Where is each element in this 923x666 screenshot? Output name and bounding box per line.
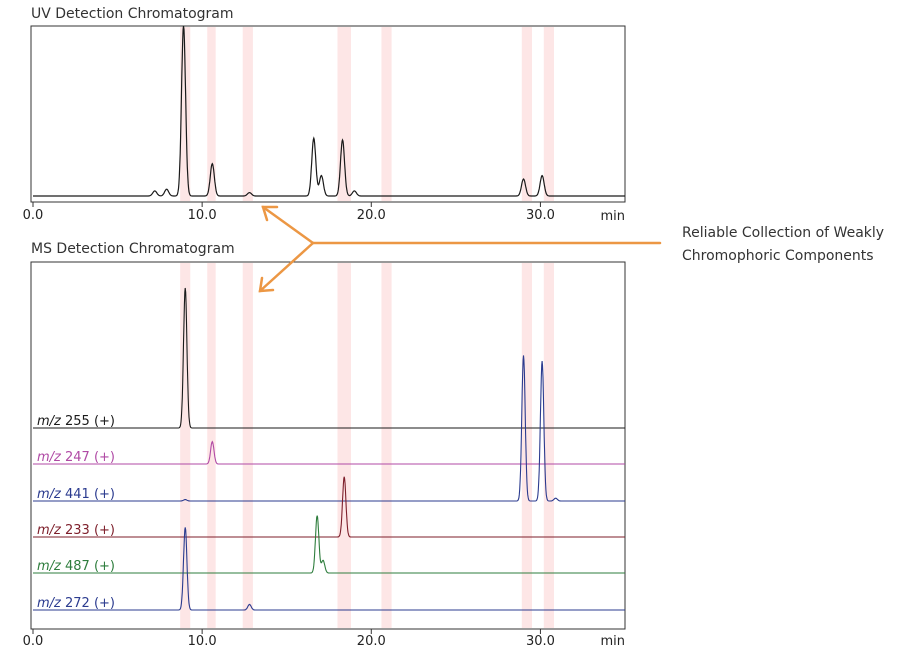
ms-traces: m/z 255 (+)m/z 247 (+)m/z 441 (+)m/z 233… [33, 287, 625, 611]
x-tick-label: 0.0 [23, 208, 44, 223]
x-tick-label: 10.0 [188, 208, 217, 223]
annotation-line-1: Reliable Collection of Weakly [682, 225, 884, 241]
ms-trace-label: m/z 487 (+) [37, 559, 115, 574]
collection-band [543, 263, 554, 628]
ms-trace-line [33, 355, 625, 502]
x-tick-label: 30.0 [526, 208, 555, 223]
collection-band [521, 27, 532, 201]
uv-x-axis: 0.0 10.0 20.0 30.0 [23, 202, 555, 223]
mz-symbol: m/z [37, 523, 62, 538]
collection-band [381, 263, 392, 628]
uv-chart-title: UV Detection Chromatogram [31, 6, 234, 22]
ms-trace-label: m/z 441 (+) [37, 487, 115, 502]
annotation-arrows [258, 205, 662, 293]
mz-symbol: m/z [37, 414, 62, 429]
collection-band [543, 27, 554, 201]
x-tick-label: 10.0 [188, 634, 217, 649]
ms-trace-label: m/z 255 (+) [37, 414, 115, 429]
ms-trace-label: m/z 247 (+) [37, 450, 115, 465]
uv-collection-bands [180, 27, 554, 201]
ms-trace-line [33, 515, 625, 574]
collection-band [180, 27, 191, 201]
arrow-head-ms [258, 276, 275, 293]
uv-trace-line [33, 25, 625, 197]
ms-trace-line [33, 476, 625, 538]
ms-chromatogram-panel: MS Detection Chromatogram m/z 255 (+)m/z… [23, 241, 626, 649]
collection-band [242, 27, 253, 201]
uv-plot-frame [30, 25, 626, 203]
ms-chart-title: MS Detection Chromatogram [31, 241, 235, 257]
uv-chromatogram-panel: UV Detection Chromatogram 0.0 10.0 20.0 30.… [23, 6, 626, 224]
mz-symbol: m/z [37, 487, 62, 502]
mz-value: 272 (+) [61, 596, 115, 611]
mz-value: 233 (+) [61, 523, 115, 538]
mz-value: 247 (+) [61, 450, 115, 465]
arrow-to-ms [258, 241, 315, 293]
mz-symbol: m/z [37, 596, 62, 611]
uv-x-unit-label: min [600, 209, 625, 224]
annotation-line-2: Chromophoric Components [682, 248, 874, 264]
ms-trace-line [33, 440, 625, 465]
ms-trace-line [33, 287, 625, 429]
ms-plot-frame [30, 261, 626, 630]
mz-value: 487 (+) [61, 559, 115, 574]
collection-band [337, 263, 351, 628]
collection-band [521, 263, 532, 628]
collection-band [207, 27, 216, 201]
x-tick-label: 30.0 [526, 634, 555, 649]
x-tick-label: 20.0 [357, 634, 386, 649]
ms-trace-label: m/z 272 (+) [37, 596, 115, 611]
collection-band [381, 27, 392, 201]
collection-band [180, 263, 191, 628]
x-tick-label: 0.0 [23, 634, 44, 649]
arrow-to-uv [261, 205, 315, 245]
ms-trace-line [33, 527, 625, 611]
ms-x-axis: 0.0 10.0 20.0 30.0 [23, 629, 555, 649]
x-tick-label: 20.0 [357, 208, 386, 223]
collection-band [242, 263, 253, 628]
mz-value: 441 (+) [61, 487, 115, 502]
mz-symbol: m/z [37, 559, 62, 574]
arrow-head-uv [261, 205, 279, 222]
mz-value: 255 (+) [61, 414, 115, 429]
ms-x-unit-label: min [600, 634, 625, 649]
mz-symbol: m/z [37, 450, 62, 465]
ms-trace-label: m/z 233 (+) [37, 523, 115, 538]
